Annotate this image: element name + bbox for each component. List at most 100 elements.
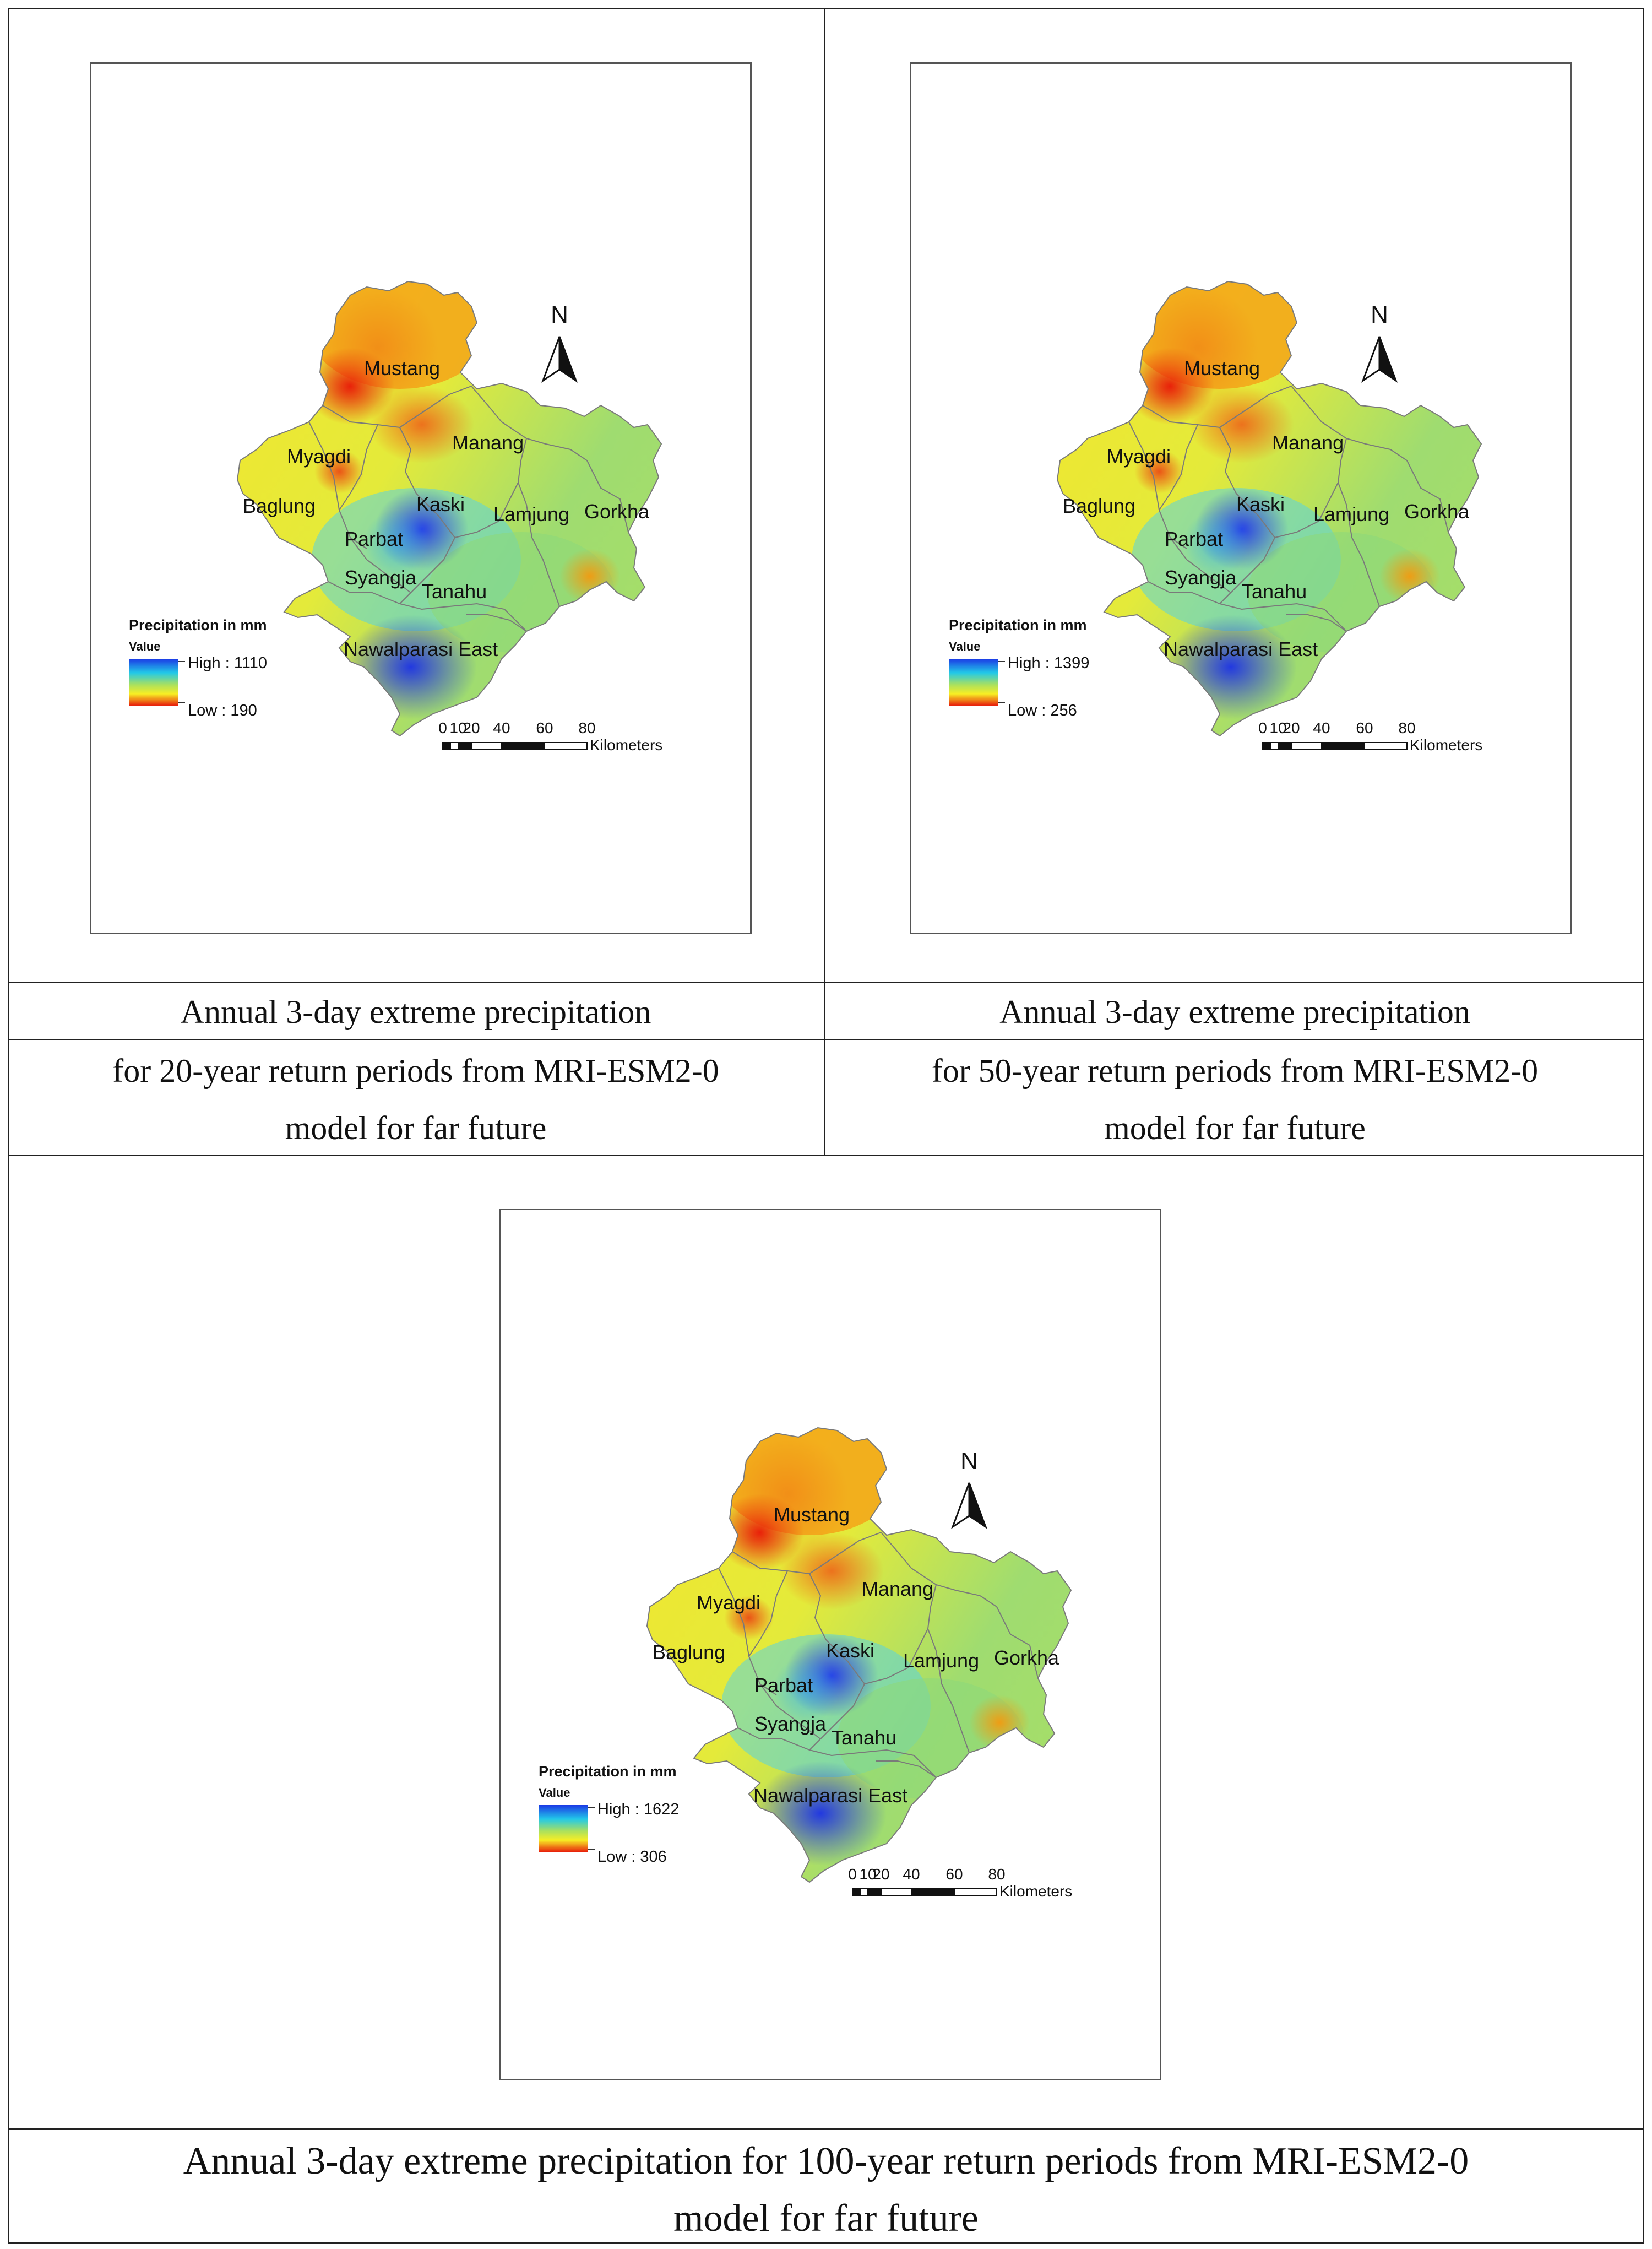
legend-color-ramp — [539, 1805, 588, 1852]
district-boundary — [1291, 386, 1391, 450]
district-label-mustang: Mustang — [774, 1503, 850, 1526]
legend-high-label: High : 1110 — [188, 654, 267, 672]
district-boundary — [809, 1683, 865, 1751]
district-label-mustang: Mustang — [1184, 357, 1260, 380]
caption-50yr-line3: model for far future — [1104, 1110, 1366, 1146]
table-divider-row3 — [8, 1155, 1644, 1156]
district-label-myagdi: Myagdi — [1107, 445, 1171, 468]
district-label-nawalparasi: Nawalparasi East — [344, 638, 498, 660]
district-boundary — [1274, 482, 1339, 538]
district-boundary — [399, 603, 527, 632]
heat-spot — [1137, 287, 1258, 408]
heat-spot — [727, 1433, 848, 1554]
legend: Precipitation in mm Value High : 1399 Low :… — [949, 617, 1089, 719]
scale-tick-label: 80 — [1398, 719, 1415, 736]
heat-spot — [774, 1656, 840, 1722]
scale-tick-label: 0 — [1258, 719, 1267, 736]
district-label-lamjung: Lamjung — [493, 503, 569, 525]
district-boundary — [732, 1532, 882, 1575]
district-label-tanahu: Tanahu — [832, 1726, 896, 1749]
district-label-syangja: Syangja — [754, 1713, 827, 1735]
district-boundary — [1170, 537, 1231, 593]
district-label-tanahu: Tanahu — [1242, 580, 1307, 603]
region-outline — [1056, 280, 1482, 737]
legend-subtitle: Value — [129, 640, 160, 653]
region-outline — [236, 280, 662, 737]
legend-subtitle: Value — [949, 640, 980, 653]
district-label-syangja: Syangja — [1165, 566, 1237, 589]
district-label-manang: Manang — [1272, 431, 1344, 454]
heat-spot — [1184, 510, 1250, 576]
district-boundary — [308, 421, 367, 549]
scale-tick-label: 40 — [493, 719, 510, 736]
legend-low-label: Low : 306 — [597, 1848, 667, 1866]
district-boundary — [876, 1760, 937, 1778]
district-boundary — [1148, 581, 1220, 604]
legend-high-label: High : 1399 — [1008, 654, 1089, 672]
caption-50yr-line1: Annual 3-day extreme precipitation — [999, 994, 1470, 1030]
heat-spot — [317, 287, 438, 408]
legend-title: Precipitation in mm — [539, 1763, 677, 1780]
district-boundary — [570, 449, 629, 533]
district-label-kaski: Kaski — [1236, 493, 1285, 516]
scale-unit-label: Kilometers — [590, 736, 662, 754]
legend-color-ramp — [949, 659, 998, 706]
district-boundary — [759, 1683, 821, 1739]
caption-100yr-line2: model for far future — [673, 2197, 979, 2240]
district-boundary — [809, 1749, 937, 1778]
caption-50yr-line2: for 50-year return periods from MRI-ESM2… — [931, 1053, 1539, 1089]
scale-tick-label: 0 — [438, 719, 447, 736]
scale-tick-label: 20 — [872, 1866, 889, 1883]
scale-tick-label: 0 — [848, 1866, 857, 1883]
district-boundary — [737, 1727, 810, 1751]
district-boundary — [322, 386, 472, 429]
district-boundary — [517, 438, 560, 607]
heat-spot — [1379, 549, 1440, 604]
scale-tick-label: 10 — [859, 1866, 876, 1883]
district-boundary — [1219, 537, 1275, 604]
map-panel-100yr: Mustang Manang Myagdi Baglung Kaski Lamjung Go… — [499, 1209, 1161, 2080]
table-divider-row2 — [8, 1039, 1644, 1040]
district-boundary — [328, 581, 400, 604]
map-panel-20yr: Mustang Manang Myagdi Baglung Kaski Lamjung Go… — [90, 62, 752, 934]
district-boundary — [350, 537, 411, 593]
north-arrow-label: N — [551, 301, 568, 328]
scale-tick-label: 20 — [1283, 719, 1300, 736]
district-label-parbat: Parbat — [754, 1674, 813, 1697]
legend-low-label: Low : 256 — [1008, 702, 1077, 719]
scale-tick-label: 80 — [988, 1866, 1005, 1883]
district-label-lamjung: Lamjung — [1313, 503, 1389, 525]
map-canvas-100yr: Mustang Manang Myagdi Baglung Kaski Lamjung Go… — [539, 1427, 1072, 1900]
district-boundary — [1159, 424, 1198, 511]
district-label-mustang: Mustang — [364, 357, 440, 380]
map-content: Mustang Manang Myagdi Baglung Kaski Lamjung Go… — [949, 280, 1482, 754]
district-boundary — [927, 1584, 970, 1753]
district-boundary — [399, 427, 455, 538]
district-boundary — [1390, 449, 1449, 533]
map-panel-50yr: Mustang Manang Myagdi Baglung Kaski Lamjung Go… — [910, 62, 1572, 934]
district-label-nawalparasi: Nawalparasi East — [753, 1784, 907, 1807]
legend-color-ramp — [129, 659, 178, 706]
district-boundary — [1337, 438, 1380, 607]
scale-tick-label: 20 — [463, 719, 480, 736]
district-boundary — [718, 1568, 777, 1695]
map-content: Mustang Manang Myagdi Baglung Kaski Lamjung Go… — [129, 280, 662, 754]
district-label-syangja: Syangja — [345, 566, 417, 589]
north-arrow-icon: N — [950, 1448, 988, 1529]
district-boundary — [1142, 386, 1292, 429]
caption-20yr-line3: model for far future — [285, 1110, 547, 1146]
heat-spot — [364, 510, 430, 576]
scale-tick-label: 10 — [1269, 719, 1286, 736]
legend-low-label: Low : 190 — [188, 702, 257, 719]
map-content: Mustang Manang Myagdi Baglung Kaski Lamjung Go… — [539, 1427, 1072, 1900]
district-label-parbat: Parbat — [1165, 528, 1223, 550]
district-label-tanahu: Tanahu — [422, 580, 487, 603]
caption-20yr-line2: for 20-year return periods from MRI-ESM2… — [112, 1053, 719, 1089]
district-label-baglung: Baglung — [653, 1641, 725, 1663]
district-boundary — [980, 1595, 1039, 1679]
district-label-kaski: Kaski — [416, 493, 465, 516]
district-label-baglung: Baglung — [243, 495, 316, 517]
